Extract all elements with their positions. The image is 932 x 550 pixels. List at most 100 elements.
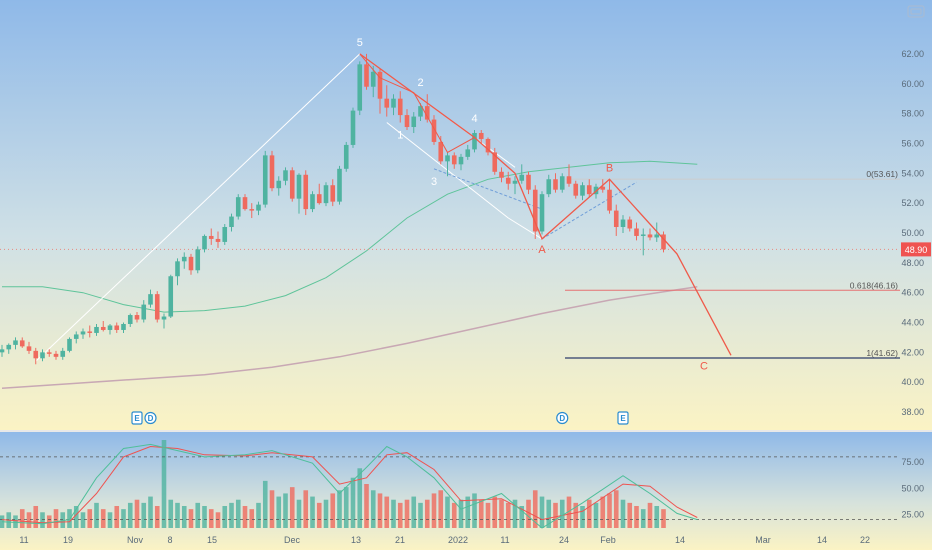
volume-bar xyxy=(323,499,329,528)
time-tick-label: 2022 xyxy=(448,535,468,545)
candle-body xyxy=(465,149,471,157)
candle-body xyxy=(94,326,99,333)
event-marker[interactable]: D xyxy=(556,411,569,425)
volume-bar xyxy=(505,502,511,528)
candle-body xyxy=(424,106,430,120)
candle-body xyxy=(242,197,248,210)
candle-body xyxy=(276,180,282,189)
candle-body xyxy=(269,155,275,189)
candle-body xyxy=(499,171,504,178)
price-tick-label: 54.00 xyxy=(901,168,924,178)
main-pane-background xyxy=(0,0,932,430)
fib-label: 0.618(46.16) xyxy=(850,280,898,290)
time-tick-label: 8 xyxy=(167,535,172,545)
price-tick-label: 60.00 xyxy=(901,79,924,89)
event-marker[interactable]: E xyxy=(131,411,143,425)
fib-label: 1(41.62) xyxy=(866,348,898,358)
candle-body xyxy=(46,352,52,354)
volume-bar xyxy=(620,499,626,528)
volume-bar xyxy=(310,496,315,528)
candle-body xyxy=(337,168,342,202)
candle-body xyxy=(107,325,113,330)
volume-bar xyxy=(94,502,99,528)
volume-bar xyxy=(566,496,572,528)
candle-body xyxy=(411,116,417,128)
candle-body xyxy=(384,98,390,108)
time-tick-label: Dec xyxy=(284,535,301,545)
candle-body xyxy=(6,344,12,350)
earnings-icon xyxy=(617,411,629,425)
time-tick-label: 13 xyxy=(351,535,361,545)
candle-body xyxy=(330,185,336,202)
volume-bar xyxy=(337,490,342,528)
candle-body xyxy=(121,323,126,330)
volume-bar xyxy=(289,487,295,528)
volume-bar xyxy=(640,509,646,528)
candle-body xyxy=(303,174,309,210)
price-tick-label: 58.00 xyxy=(901,109,924,119)
stoch-k-line xyxy=(1,443,698,529)
volume-bar xyxy=(580,506,585,528)
candle-body xyxy=(235,197,241,217)
price-tick-label: 40.00 xyxy=(901,377,924,387)
oscillator-pane-background xyxy=(0,432,932,550)
candle-body xyxy=(634,228,639,236)
candles xyxy=(0,53,666,365)
price-tick-label: 56.00 xyxy=(901,138,924,148)
event-marker[interactable]: D xyxy=(144,411,157,425)
candle-body xyxy=(478,132,484,139)
candle-body xyxy=(283,170,288,181)
volume-bar xyxy=(465,496,471,528)
time-axis[interactable]: 11 19 Nov 8 15 Dec 13 21 2022 11 24 Feb 14 Mar 14 22 xyxy=(19,535,870,545)
candle-body xyxy=(546,179,552,195)
moving-averages xyxy=(1,160,698,389)
candle-body xyxy=(613,210,619,227)
candle-body xyxy=(0,349,5,353)
volume-bar xyxy=(411,496,417,528)
time-tick-label: 11 xyxy=(19,535,28,545)
candle-body xyxy=(364,64,369,87)
candle-body xyxy=(289,170,295,199)
candle-body xyxy=(357,64,363,111)
volume-bar xyxy=(141,502,147,528)
wave-label: 5 xyxy=(357,37,363,49)
pane-divider[interactable] xyxy=(0,430,932,432)
event-marker-label: E xyxy=(620,414,626,423)
fib-label: 0(53.61) xyxy=(866,169,898,179)
time-tick-label: 14 xyxy=(675,535,685,545)
event-marker[interactable]: E xyxy=(617,411,629,425)
price-tick-label: 48.00 xyxy=(901,258,924,268)
candle-body xyxy=(627,219,633,229)
candle-body xyxy=(114,325,120,330)
candle-body xyxy=(377,71,383,99)
volume-bar xyxy=(499,499,504,528)
volume-bar xyxy=(154,506,160,528)
price-tick-label: 46.00 xyxy=(901,288,924,298)
collapse-button[interactable] xyxy=(907,5,925,18)
price-tick-label: 52.00 xyxy=(901,198,924,208)
abc-label: A xyxy=(538,244,546,256)
oscillator-tick-label: 50.00 xyxy=(901,483,924,493)
volume-bar xyxy=(424,499,430,528)
volume-bar xyxy=(391,499,396,528)
candle-body xyxy=(60,350,66,357)
time-tick-label: 19 xyxy=(63,535,73,545)
candle-body xyxy=(80,331,86,335)
volume-bar xyxy=(559,499,565,528)
price-axis[interactable]: 38.00 40.00 42.00 44.00 46.00 48.00 50.00 52.00… xyxy=(901,49,931,417)
volume-bar xyxy=(208,509,214,528)
volume-bar xyxy=(87,509,93,528)
candle-body xyxy=(451,155,457,165)
candle-body xyxy=(391,98,396,108)
volume-bar xyxy=(438,490,444,528)
wave-label: 4 xyxy=(471,113,477,125)
volume-bar xyxy=(60,512,66,528)
candle-body xyxy=(87,331,93,333)
candle-body xyxy=(161,316,167,320)
volume-bar xyxy=(330,493,336,528)
volume-bar xyxy=(269,490,275,528)
candle-body xyxy=(249,209,255,211)
candle-body xyxy=(492,152,498,172)
